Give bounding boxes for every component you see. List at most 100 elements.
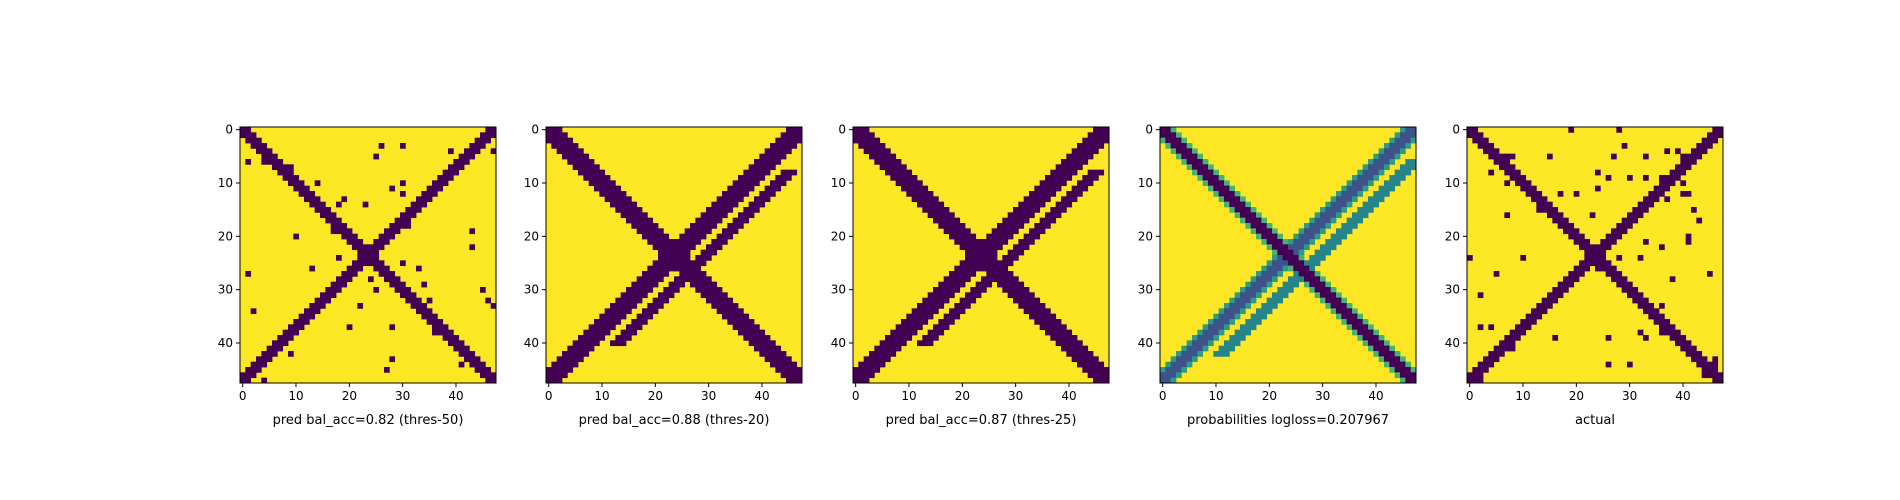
heatmap-cell — [256, 361, 262, 368]
heatmap-cell — [1256, 287, 1262, 293]
heatmap-cell — [432, 319, 438, 325]
heatmap-cell — [272, 153, 278, 160]
heatmap-cell — [1023, 308, 1030, 315]
heatmap-cell — [1320, 244, 1326, 251]
heatmap-cell — [1368, 164, 1374, 171]
heatmap-cell — [562, 143, 568, 149]
heatmap-cell — [943, 313, 950, 320]
heatmap-cell — [1077, 345, 1083, 352]
heatmap-cell — [1707, 137, 1713, 144]
y-tick-label: 30 — [524, 283, 539, 297]
heatmap-cell — [583, 164, 590, 171]
heatmap-cell — [1488, 153, 1495, 160]
heatmap-cell — [1541, 201, 1548, 208]
heatmap-cell — [330, 217, 337, 224]
heatmap-cell — [1325, 303, 1332, 309]
heatmap-cell — [1707, 271, 1713, 277]
heatmap-cell — [1013, 292, 1019, 299]
heatmap-cell — [1266, 265, 1273, 272]
heatmap-cell — [261, 361, 268, 368]
heatmap-cell — [1208, 329, 1214, 336]
heatmap-cell — [378, 233, 385, 240]
heatmap-cell — [722, 297, 728, 304]
heatmap-cell — [938, 281, 945, 288]
heatmap-cell — [647, 228, 654, 235]
heatmap-cell — [1515, 329, 1521, 336]
heatmap-cell — [700, 223, 707, 229]
heatmap-cell — [1330, 207, 1337, 213]
heatmap-cell — [272, 345, 278, 352]
heatmap-cell — [1394, 367, 1401, 373]
heatmap-cell — [647, 303, 654, 309]
heatmap-cell — [754, 340, 760, 347]
heatmap-cell — [1250, 281, 1257, 288]
heatmap-cell — [1394, 137, 1401, 144]
heatmap-cell — [1707, 132, 1713, 139]
heatmap-cell — [394, 287, 401, 293]
heatmap-cell — [754, 329, 760, 336]
heatmap-cell — [346, 265, 353, 272]
heatmap-cell — [775, 356, 782, 363]
heatmap-cell — [1314, 228, 1321, 235]
heatmap-cell — [1605, 361, 1612, 368]
heatmap-cell — [1509, 340, 1516, 347]
heatmap-cell — [716, 212, 723, 219]
heatmap-cell — [1293, 260, 1300, 267]
heatmap-cell — [250, 143, 257, 149]
heatmap-cell — [1277, 271, 1284, 277]
heatmap-cell — [1394, 153, 1401, 160]
heatmap-cell — [352, 271, 358, 277]
heatmap-cell — [1488, 324, 1495, 331]
heatmap-cell — [1077, 159, 1083, 165]
heatmap-cell — [1389, 345, 1396, 352]
heatmap-cell — [722, 233, 728, 240]
heatmap-cell — [1208, 175, 1214, 181]
heatmap-cell — [1098, 137, 1105, 144]
heatmap-cell — [949, 233, 955, 240]
heatmap-cell — [1643, 239, 1649, 245]
heatmap-cell — [706, 255, 712, 261]
heatmap-cell — [679, 255, 686, 261]
heatmap-cell — [293, 324, 300, 331]
heatmap-cell — [1653, 191, 1660, 197]
heatmap-cell — [1563, 217, 1569, 224]
heatmap-cell — [1341, 223, 1348, 229]
heatmap-cell — [759, 191, 766, 197]
y-tick-label: 20 — [1138, 229, 1153, 243]
heatmap-cell — [1701, 143, 1708, 149]
heatmap-cell — [927, 212, 934, 219]
y-tick-label: 10 — [218, 176, 233, 190]
heatmap-cell — [1013, 207, 1019, 213]
heatmap-cell — [1261, 239, 1268, 245]
heatmap-cell — [986, 265, 993, 272]
heatmap-cell — [642, 281, 648, 288]
heatmap-cell — [927, 313, 934, 320]
heatmap-cell — [1595, 169, 1601, 176]
heatmap-cell — [1293, 239, 1300, 245]
heatmap-cell — [384, 271, 390, 277]
heatmap-cell — [754, 164, 760, 171]
heatmap-cell — [1557, 217, 1564, 224]
heatmap-cell — [416, 297, 422, 304]
heatmap-cell — [770, 345, 776, 352]
heatmap-cell — [480, 143, 486, 149]
heatmap-cell — [780, 356, 787, 363]
heatmap-cell — [1504, 164, 1511, 171]
y-tick-label: 0 — [1452, 123, 1460, 137]
heatmap-cell — [1288, 281, 1294, 288]
heatmap-cell — [330, 281, 337, 288]
heatmap-cell — [1082, 180, 1089, 187]
heatmap-cell — [700, 228, 707, 235]
heatmap-cell — [256, 356, 262, 363]
heatmap-cell — [604, 180, 611, 187]
heatmap-cell — [1573, 271, 1580, 277]
y-tick-label: 0 — [225, 123, 233, 137]
heatmap-cell — [1541, 297, 1548, 304]
axes-frame — [545, 126, 803, 384]
heatmap-cell — [485, 137, 492, 144]
heatmap-cell — [933, 196, 939, 203]
heatmap-cell — [610, 308, 616, 315]
heatmap-cell — [620, 196, 627, 203]
heatmap-cell — [1082, 159, 1089, 165]
heatmap-cell — [1066, 351, 1073, 357]
